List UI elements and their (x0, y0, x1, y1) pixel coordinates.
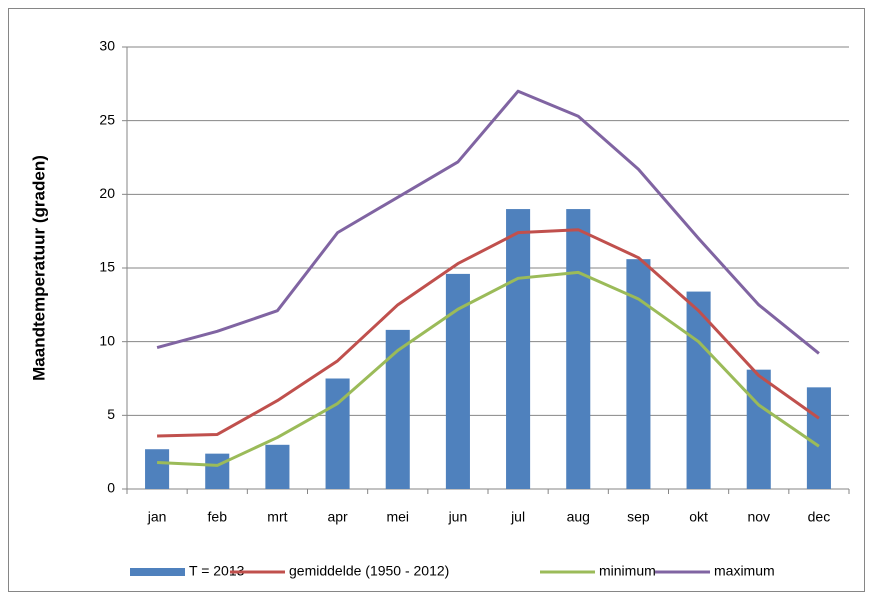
y-tick-label: 25 (99, 111, 115, 127)
x-tick-label: jan (147, 509, 167, 525)
bar (566, 209, 591, 490)
line (157, 270, 820, 467)
bar (746, 369, 771, 489)
line (157, 228, 820, 438)
chart-frame (8, 8, 865, 592)
y-tick-label: 0 (107, 480, 115, 496)
legend-label: T = 2013 (189, 563, 245, 579)
x-tick-label: mrt (267, 509, 287, 525)
y-tick-label: 30 (99, 38, 115, 54)
legend-label: gemiddelde (1950 - 2012) (289, 563, 449, 579)
bar (806, 387, 831, 489)
x-tick-label: okt (689, 509, 708, 525)
x-tick-label: dec (808, 509, 831, 525)
x-tick-label: jun (448, 509, 468, 525)
y-tick-label: 15 (99, 259, 115, 275)
legend-swatch (130, 568, 185, 576)
x-tick-label: sep (627, 509, 650, 525)
bar (506, 209, 531, 490)
legend-label: minimum (599, 563, 656, 579)
x-tick-label: aug (567, 509, 590, 525)
legend-label: maximum (714, 563, 775, 579)
y-tick-label: 20 (99, 185, 115, 201)
y-axis-label: Maandtemperatuur (graden) (29, 155, 48, 381)
bar (265, 444, 290, 489)
x-tick-label: nov (747, 509, 770, 525)
x-tick-label: mei (386, 509, 409, 525)
x-tick-label: feb (208, 509, 228, 525)
bar (385, 329, 410, 489)
bar (686, 291, 711, 489)
y-tick-label: 10 (99, 332, 115, 348)
bar (145, 449, 170, 489)
bar (205, 453, 230, 489)
x-tick-label: apr (327, 509, 348, 525)
line (156, 89, 820, 355)
x-tick-label: jul (510, 509, 525, 525)
y-tick-label: 5 (107, 406, 115, 422)
